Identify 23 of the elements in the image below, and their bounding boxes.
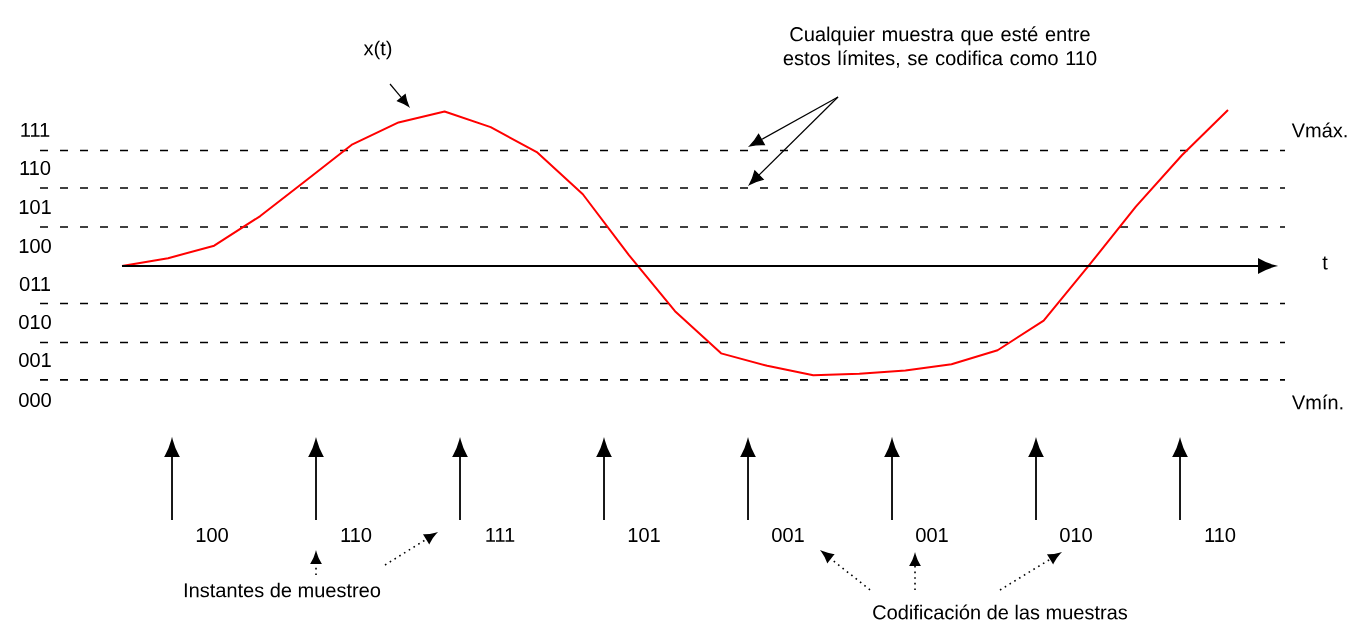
text: 010	[1060, 527, 1092, 543]
x-axis-title: t	[1322, 256, 1328, 270]
text: Codificación de las muestras	[873, 604, 1128, 620]
text: x(t)	[363, 40, 392, 60]
text: 110	[20, 160, 51, 176]
text: Instantes de muestreo	[184, 582, 381, 598]
text: 111	[21, 123, 50, 137]
text: 101	[628, 527, 660, 543]
text: 000	[19, 392, 51, 408]
text: 111	[486, 528, 515, 542]
text: 011	[19, 276, 50, 292]
text: Cualquier muestra que esté entre estos límites, se codifica como 110	[783, 26, 1097, 68]
text: 100	[196, 527, 228, 543]
text: 001	[916, 527, 948, 543]
text: 101	[19, 199, 51, 215]
text: 001	[772, 527, 804, 543]
text: 110	[1205, 527, 1236, 543]
text: Vmáx.	[1291, 122, 1347, 138]
text: 110	[341, 527, 372, 543]
text: 100	[19, 238, 51, 254]
text: 010	[19, 314, 51, 330]
text: Vmín.	[1291, 394, 1343, 410]
text: 001	[19, 352, 51, 368]
